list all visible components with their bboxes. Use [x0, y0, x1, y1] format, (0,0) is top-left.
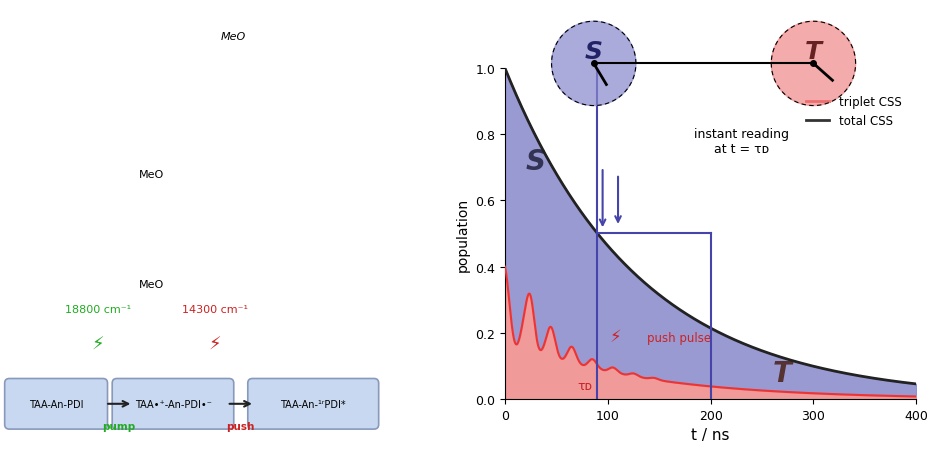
- Polygon shape: [771, 22, 856, 106]
- FancyBboxPatch shape: [248, 379, 379, 429]
- Text: T: T: [773, 359, 792, 387]
- Text: 14300 cm⁻¹: 14300 cm⁻¹: [182, 304, 248, 314]
- Text: MeO: MeO: [138, 169, 164, 179]
- Text: MeO: MeO: [138, 280, 164, 290]
- Text: push pulse: push pulse: [647, 331, 711, 345]
- Text: TAA-An-PDI: TAA-An-PDI: [29, 399, 83, 409]
- Text: instant reading
at t = τᴅ: instant reading at t = τᴅ: [694, 128, 789, 156]
- FancyBboxPatch shape: [112, 379, 234, 429]
- Text: pump: pump: [102, 421, 135, 431]
- Text: S: S: [525, 147, 546, 175]
- Text: T: T: [805, 39, 822, 64]
- Text: ⚡: ⚡: [209, 335, 222, 353]
- Y-axis label: population: population: [455, 197, 469, 271]
- Text: ⚡: ⚡: [609, 328, 621, 346]
- FancyBboxPatch shape: [5, 379, 108, 429]
- X-axis label: t / ns: t / ns: [691, 427, 730, 442]
- Text: S: S: [584, 39, 603, 64]
- Legend: triplet CSS, total CSS: triplet CSS, total CSS: [801, 91, 906, 133]
- Polygon shape: [552, 22, 636, 106]
- Text: push: push: [226, 421, 255, 431]
- Text: TAA•⁺-An-PDI•⁻: TAA•⁺-An-PDI•⁻: [135, 399, 211, 409]
- Text: τᴅ: τᴅ: [578, 380, 593, 392]
- Text: TAA-An-¹ʳPDI*: TAA-An-¹ʳPDI*: [280, 399, 346, 409]
- Text: ⚡: ⚡: [92, 335, 105, 353]
- Text: MeO: MeO: [221, 32, 247, 42]
- Text: 18800 cm⁻¹: 18800 cm⁻¹: [65, 304, 131, 314]
